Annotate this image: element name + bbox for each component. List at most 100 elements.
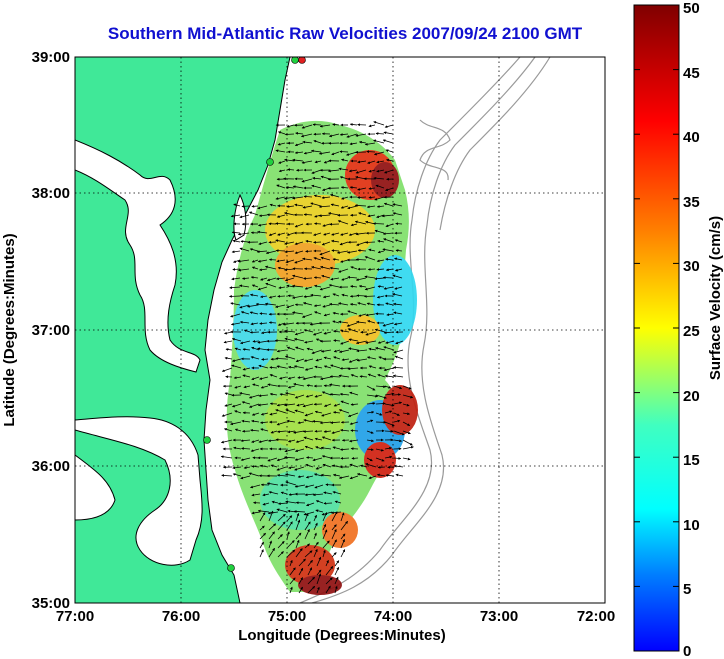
velocity-arrow	[375, 394, 387, 399]
velocity-arrow	[295, 346, 305, 351]
velocity-arrow	[225, 348, 233, 351]
station-marker	[291, 57, 299, 64]
velocity-arrow	[251, 493, 261, 497]
velocity-arrow	[365, 463, 377, 468]
velocity-arrow	[332, 491, 342, 495]
velocity-arrow	[329, 375, 341, 378]
velocity-arrow	[250, 448, 260, 452]
colorbar-tick: 30	[683, 258, 700, 275]
velocity-arrow	[368, 169, 376, 173]
velocity-arrow	[332, 320, 340, 324]
velocity-arrow	[286, 540, 295, 549]
colorbar-tick: 5	[683, 581, 691, 598]
velocity-arrow	[258, 214, 268, 218]
velocity-arrow	[312, 123, 322, 127]
colorbar-gradient	[633, 4, 680, 652]
velocity-arrow	[355, 258, 367, 261]
velocity-arrow	[311, 184, 322, 189]
velocity-arrow	[366, 356, 377, 360]
velocity-arrow	[307, 567, 313, 576]
velocity-arrow	[307, 559, 313, 567]
velocity-arrow	[349, 142, 358, 146]
velocity-arrow	[384, 421, 395, 427]
velocity-arrow	[315, 509, 324, 513]
velocity-arrow	[284, 268, 295, 272]
grid-lines	[75, 57, 605, 603]
velocity-arrow	[298, 558, 306, 567]
velocity-arrow	[287, 376, 296, 380]
radar-stations	[203, 57, 306, 572]
velocity-arrow	[402, 412, 411, 416]
velocity-arrow	[294, 466, 305, 471]
velocity-arrow	[373, 151, 385, 156]
velocity-arrow	[277, 131, 286, 135]
velocity-arrow	[340, 186, 349, 189]
velocity-arrow	[334, 576, 339, 585]
velocity-arrow	[294, 223, 304, 228]
velocity-arrow	[313, 194, 322, 198]
velocity-arrow	[276, 214, 286, 218]
velocity-arrow	[341, 293, 349, 297]
velocity-arrow	[277, 521, 286, 531]
velocity-arrow	[393, 385, 403, 390]
velocity-arrow	[331, 239, 340, 243]
velocity-arrow	[251, 204, 259, 208]
velocity-arrow	[340, 520, 348, 531]
velocity-arrow	[250, 322, 259, 326]
velocity-arrow	[268, 321, 277, 325]
velocity-arrow	[276, 259, 286, 263]
velocity-arrow	[302, 257, 313, 261]
velocity-arrow	[322, 295, 331, 299]
y-tick-label: 36:00	[32, 458, 70, 475]
velocity-arrow	[382, 139, 394, 144]
velocity-arrow	[260, 421, 269, 424]
velocity-arrow	[314, 484, 324, 489]
bathymetry-contours	[299, 57, 551, 603]
velocity-arrow	[231, 364, 242, 369]
y-tick-label: 38:00	[32, 185, 70, 202]
velocity-arrow	[312, 176, 322, 180]
velocity-arrow	[384, 169, 394, 174]
velocity-arrow	[392, 203, 403, 207]
velocity-arrow	[286, 304, 295, 309]
velocity-arrow	[285, 392, 296, 396]
velocity-arrow	[340, 400, 350, 405]
velocity-arrow	[310, 293, 322, 297]
velocity-arrow	[385, 149, 394, 153]
velocity-arrow	[373, 121, 385, 126]
velocity-arrow	[402, 445, 414, 450]
velocity-arrow	[276, 508, 288, 513]
velocity-arrow	[304, 286, 313, 290]
velocity-arrow	[355, 169, 367, 174]
velocity-arrow	[367, 214, 376, 218]
velocity-arrow	[285, 500, 297, 504]
velocity-arrow	[285, 481, 297, 486]
velocity-arrow	[302, 403, 314, 408]
velocity-arrow	[336, 250, 349, 254]
velocity-arrow	[305, 475, 314, 479]
velocity-arrow	[294, 142, 304, 147]
velocity-arrow	[320, 265, 331, 270]
velocity-arrow	[374, 229, 385, 234]
velocity-arrow	[276, 349, 287, 353]
velocity-arrow	[383, 331, 395, 335]
x-tick-label: 76:00	[162, 608, 200, 625]
velocity-arrow	[275, 196, 286, 200]
velocity-arrow	[331, 511, 338, 522]
velocity-arrow	[279, 376, 287, 380]
velocity-arrow	[320, 256, 331, 261]
velocity-arrow	[306, 456, 314, 460]
velocity-arrow	[341, 277, 349, 281]
velocity-arrow	[376, 169, 385, 173]
velocity-arrow	[323, 365, 332, 369]
velocity-arrow	[384, 455, 393, 459]
velocity-arrow	[302, 430, 314, 433]
velocity-arrow	[349, 391, 359, 396]
velocity-arrow	[366, 457, 373, 462]
velocity-arrow	[286, 232, 295, 236]
velocity-arrow	[251, 439, 260, 443]
velocity-arrow	[303, 418, 314, 423]
velocity-arrow	[239, 247, 250, 252]
velocity-arrow	[251, 412, 260, 416]
